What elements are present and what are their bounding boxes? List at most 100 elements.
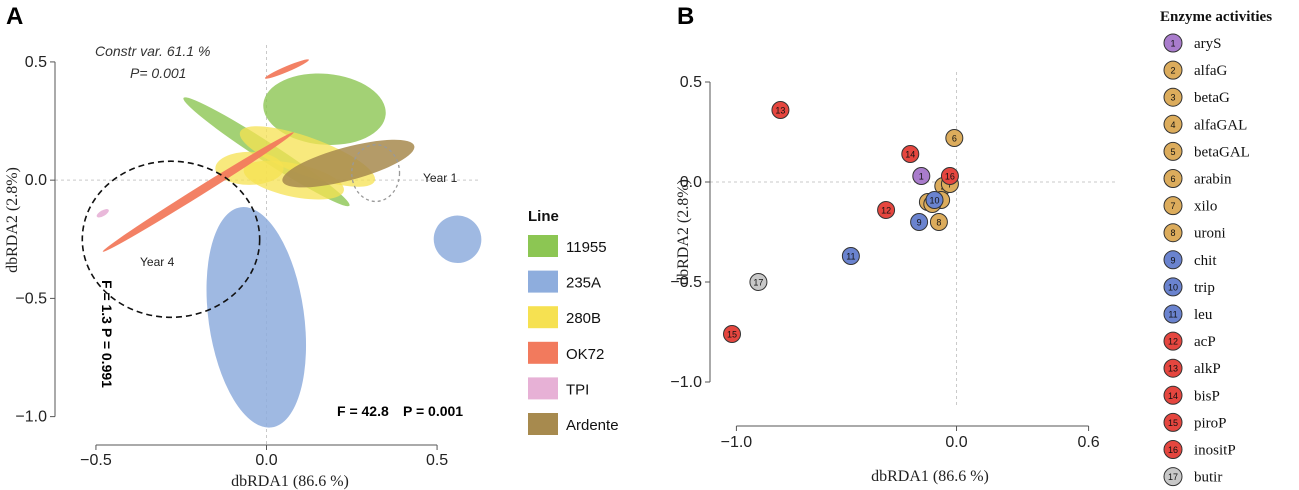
b-legend-marker-10: [1163, 277, 1183, 297]
b-legend-label-leu: leu: [1194, 307, 1213, 323]
a-legend-swatch-tpi: [528, 377, 558, 400]
b-legend-label-bisp: bisP: [1194, 388, 1220, 404]
b-legend-marker-12: [1163, 331, 1183, 351]
b-legend-number-6: 6: [1170, 174, 1175, 184]
b-legend-marker-4: [1163, 114, 1183, 134]
a-y-tick-label: 0.5: [25, 54, 47, 71]
a-legend-swatch-235a: [528, 270, 558, 293]
point-14: [901, 145, 920, 163]
ellipse-ok72-8: [264, 59, 309, 79]
b-legend-number-9: 9: [1170, 255, 1175, 265]
b-legend-label-alfag: alfaG: [1194, 63, 1227, 79]
point-17: [749, 273, 768, 291]
p-stat-annotation: P = 0.001: [403, 403, 463, 419]
a-y-tick-label: −0.5: [15, 290, 47, 307]
b-x-tick-label: 0.6: [1077, 434, 1099, 451]
b-legend-number-15: 15: [1168, 418, 1178, 428]
panel-a: A 0.5 0.0 −0.5 −1.0 −0.5 0.0 0.5 Constr var. 6…: [4, 3, 619, 490]
constr-p-annotation: P= 0.001: [130, 65, 186, 81]
year1-label: Year 1: [423, 171, 458, 185]
b-legend-number-2: 2: [1170, 66, 1175, 76]
f-stat-annotation: F = 42.8: [337, 403, 389, 419]
b-legend-number-16: 16: [1168, 445, 1178, 455]
a-x-tick-label: 0.0: [255, 452, 277, 469]
ellipse-ok72-7: [102, 132, 294, 252]
b-legend-label-alkp: alkP: [1194, 361, 1221, 377]
b-legend-marker-9: [1163, 250, 1183, 270]
a-y-tick-label: −1.0: [15, 409, 47, 426]
b-legend-number-4: 4: [1170, 120, 1175, 130]
b-legend-number-10: 10: [1168, 282, 1178, 292]
b-legend-label-trip: trip: [1194, 280, 1215, 296]
point-8: [929, 213, 948, 231]
b-legend-label-uroni: uroni: [1194, 226, 1226, 242]
b-legend-title: Enzyme activities: [1160, 9, 1272, 25]
a-legend-title: Line: [528, 208, 559, 225]
year-ellipse-1: [81, 160, 261, 319]
ellipse-ardente-10: [282, 139, 415, 188]
point-label-8: 8: [936, 218, 941, 228]
b-legend-label-betag: betaG: [1194, 90, 1230, 106]
a-x-tick-label: −0.5: [80, 452, 112, 469]
b-legend-number-8: 8: [1170, 228, 1175, 238]
a-legend-label-11955: 11955: [566, 239, 607, 256]
ellipse-11955-2: [263, 73, 386, 145]
point-label-10: 10: [930, 196, 940, 206]
point-label-13: 13: [775, 106, 785, 116]
a-legend-swatch-ardente: [528, 413, 558, 435]
f-vertical-annotation: F = 1.3 P = 0.991: [99, 280, 115, 388]
panel-b-axes: 0.5 0.0 −0.5 −1.0 −1.0 0.0 0.6: [670, 74, 1099, 451]
panel-a-year-ellipses: [81, 144, 401, 319]
a-legend-label-ardente: Ardente: [566, 417, 619, 434]
point-label-16: 16: [945, 172, 955, 182]
a-legend-label-tpi: TPI: [566, 381, 589, 398]
a-legend-label-235a: 235A: [566, 275, 601, 292]
b-y-tick-label: 0.0: [680, 174, 702, 191]
a-legend-swatch-280b: [528, 306, 558, 329]
point-label-17: 17: [753, 278, 763, 288]
b-legend-marker-8: [1163, 223, 1183, 243]
panel-a-ellipses: [96, 59, 482, 428]
year4-label: Year 4: [140, 255, 175, 269]
point-6: [945, 129, 964, 147]
panel-a-x-axis-label: dbRDA1 (86.6 %): [231, 473, 349, 490]
point-12: [877, 201, 896, 219]
b-legend-label-inositp: inositP: [1194, 443, 1236, 459]
ellipse-235a-0: [206, 207, 307, 428]
b-y-tick-label: 0.5: [680, 74, 702, 91]
panel-b-points: 1234567891011121314151617: [723, 101, 964, 343]
a-x-tick-label: 0.5: [426, 452, 448, 469]
b-legend-number-12: 12: [1168, 337, 1178, 347]
ellipse-235a-1: [433, 215, 482, 263]
b-legend-label-acp: acP: [1194, 334, 1216, 350]
point-label-12: 12: [881, 206, 891, 216]
panel-b: B 0.50.0−0.5−1.0−1.00.00.6 1234567891011…: [670, 3, 1272, 487]
point-16: [940, 167, 959, 185]
point-label-1: 1: [919, 172, 924, 182]
b-legend-marker-14: [1163, 385, 1183, 405]
b-legend-number-1: 1: [1170, 39, 1175, 49]
b-legend-marker-3: [1163, 87, 1183, 107]
b-legend-number-17: 17: [1168, 472, 1178, 482]
b-legend-marker-16: [1163, 440, 1183, 459]
b-legend-number-7: 7: [1170, 201, 1175, 211]
panel-a-legend: Line 11955 235A 280B OK72 TPI Ardente: [528, 208, 619, 435]
b-legend-number-14: 14: [1168, 391, 1178, 401]
b-y-tick-label: −1.0: [670, 374, 702, 391]
a-legend-label-280b: 280B: [566, 310, 601, 327]
point-label-6: 6: [952, 134, 957, 144]
b-legend-number-13: 13: [1168, 364, 1178, 374]
point-10: [925, 191, 944, 209]
b-legend-label-butir: butir: [1194, 470, 1222, 486]
a-y-tick-label: 0.0: [25, 172, 47, 189]
b-legend-label-pirop: piroP: [1194, 415, 1227, 431]
b-legend-label-betagal: betaGAL: [1194, 144, 1250, 160]
b-legend-label-alfagal: alfaGAL: [1194, 117, 1247, 133]
year-ellipse-2: [351, 144, 401, 203]
point-label-15: 15: [727, 330, 737, 340]
b-legend-marker-17: [1163, 467, 1183, 487]
panel-label-b: B: [677, 3, 694, 30]
point-1: [912, 167, 931, 185]
b-legend-label-arys: aryS: [1194, 36, 1222, 52]
point-label-9: 9: [917, 218, 922, 228]
